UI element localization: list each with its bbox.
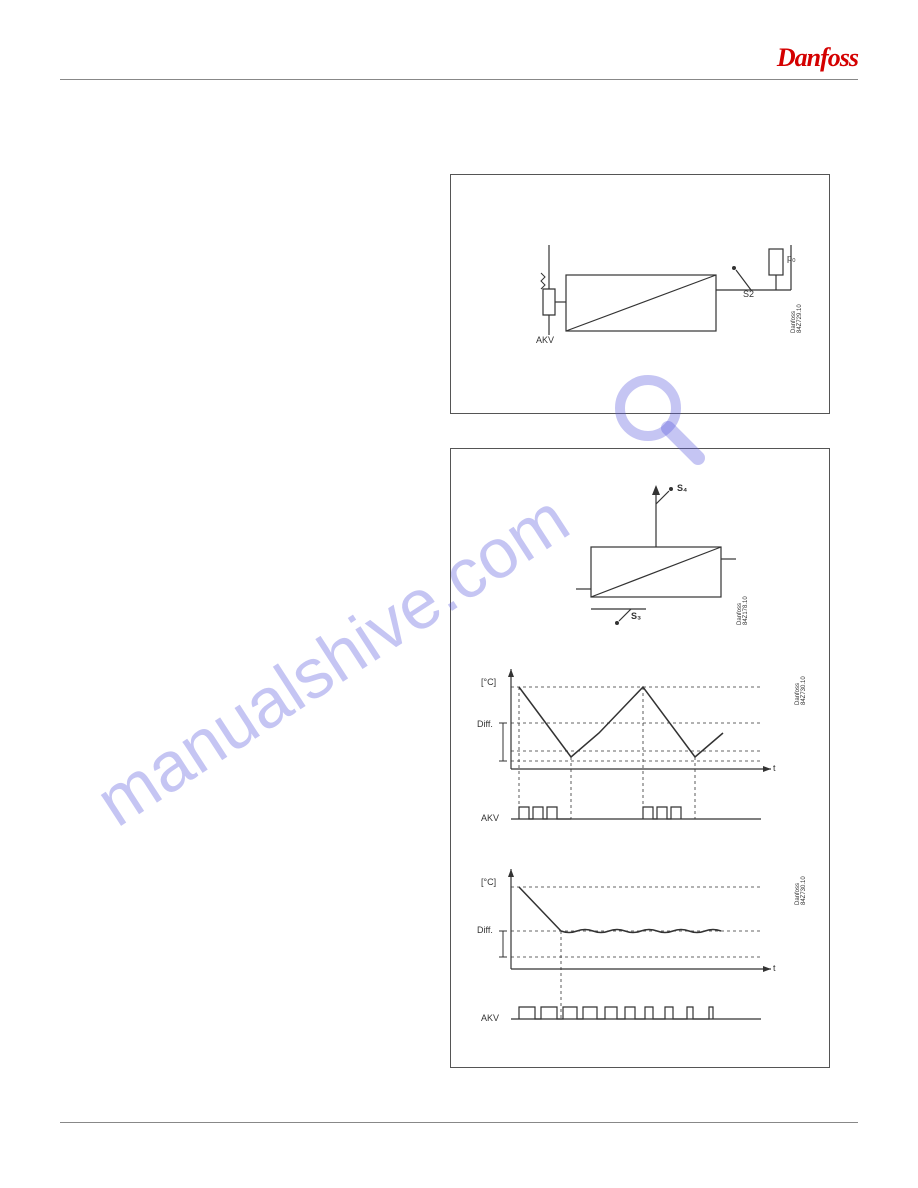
footer <box>60 1122 858 1142</box>
chart1-t: t <box>773 763 776 773</box>
thermostat-svg <box>451 449 831 1069</box>
s3-label: S₃ <box>631 611 641 621</box>
danfoss-logo: Danfoss <box>777 43 858 73</box>
sidecode-2c: Danfoss 84Z730.10 <box>795 876 807 905</box>
evaporator-svg <box>451 175 831 415</box>
akv-label: AKV <box>536 335 554 345</box>
sidecode-2b: Danfoss 84Z730.10 <box>795 676 807 705</box>
chart2-diff: Diff. <box>477 925 493 935</box>
chart2-t: t <box>773 963 776 973</box>
s2-label: S2 <box>743 289 754 299</box>
sidecode-1: Danfoss 84Z729.10 <box>791 304 803 333</box>
thermostat-diagram-box: S₄ S₃ Danfoss 84Z178.10 [°C] Diff. t AKV… <box>450 448 830 1068</box>
chart2-akv: AKV <box>481 1013 499 1023</box>
sidecode-2a: Danfoss 84Z178.10 <box>737 596 749 625</box>
po-label: p₀ <box>787 253 796 263</box>
chart2-yunit: [°C] <box>481 877 496 887</box>
header: Danfoss <box>60 36 858 80</box>
evaporator-diagram-box: AKV S2 p₀ Danfoss 84Z729.10 <box>450 174 830 414</box>
chart1-yunit: [°C] <box>481 677 496 687</box>
chart1-diff: Diff. <box>477 719 493 729</box>
chart1-akv: AKV <box>481 813 499 823</box>
s4-label: S₄ <box>677 483 687 493</box>
